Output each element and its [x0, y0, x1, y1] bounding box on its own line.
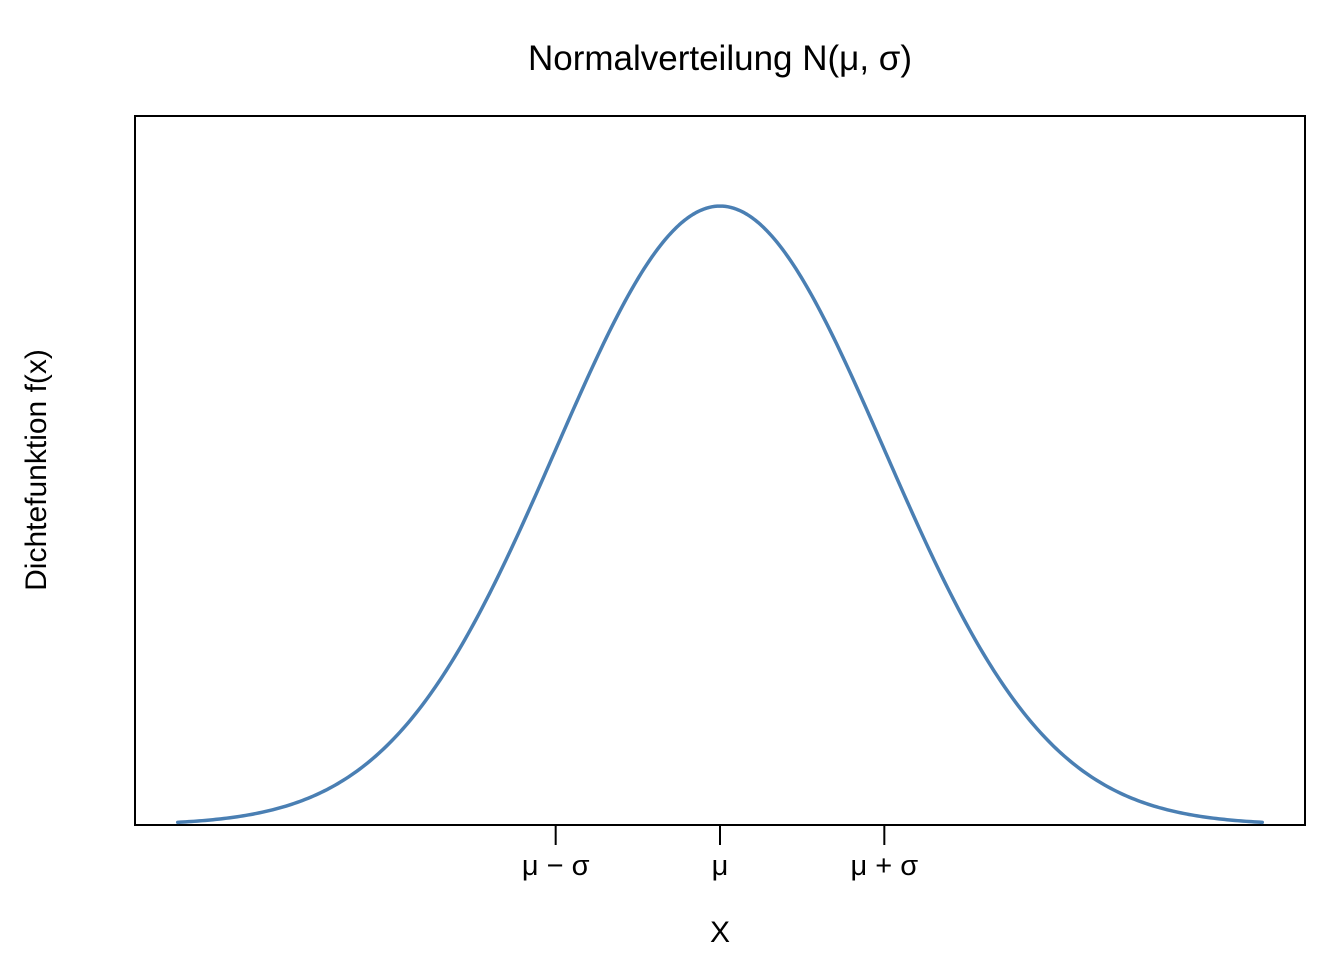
x-axis-label: X — [710, 916, 730, 949]
x-tick-label: μ − σ — [522, 850, 590, 882]
density-curve — [175, 204, 1265, 825]
x-tick-label: μ + σ — [850, 850, 918, 882]
x-tick-label: μ — [712, 850, 729, 882]
chart-title: Normalverteilung N(μ, σ) — [528, 39, 912, 78]
y-axis-label: Dichtefunktion f(x) — [20, 349, 53, 591]
x-ticks: μ − σ μ μ + σ — [522, 825, 918, 882]
plot-frame — [134, 115, 1306, 826]
